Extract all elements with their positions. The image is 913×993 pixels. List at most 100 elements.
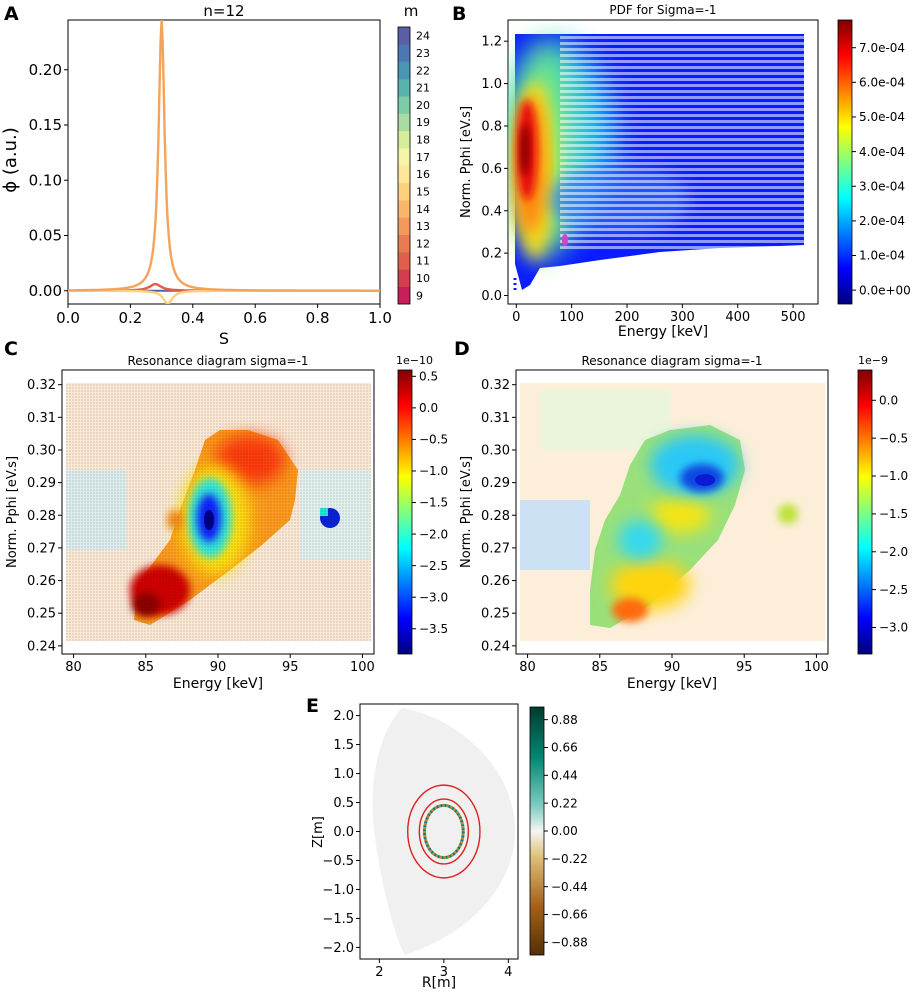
chart-c-xlabel: Energy [keV] xyxy=(173,676,263,692)
chart-b-xtick-label: 100 xyxy=(559,310,584,325)
chart-c-xtick-label: 90 xyxy=(210,660,227,675)
chart-b-ytick-label: 0.4 xyxy=(481,204,502,219)
chart-d-ytick-label: 0.25 xyxy=(481,607,510,622)
chart-c-ytick-label: 0.27 xyxy=(27,541,56,556)
chart-c-ytick-label: 0.26 xyxy=(27,574,56,589)
chart-a-colorbar-segment xyxy=(398,269,410,287)
chart-b-xtick-label: 0 xyxy=(512,310,520,325)
chart-a-colorbar-segment xyxy=(398,165,410,184)
chart-b-darkred-region xyxy=(520,124,530,176)
chart-c-cb-tick-label: −3.0 xyxy=(419,590,448,604)
chart-e-ylabel: Z[m] xyxy=(311,816,326,848)
chart-a-colorbar-tick-label: 13 xyxy=(416,220,430,233)
chart-b-title: PDF for Sigma=-1 xyxy=(609,3,716,17)
chart-c-ytick-label: 0.28 xyxy=(27,509,56,524)
chart-a-ytick-label: 0.00 xyxy=(29,282,62,300)
chart-a-colorbar-segment xyxy=(398,61,410,80)
chart-e-mode-ring-alt xyxy=(422,803,465,860)
chart-d-title: Resonance diagram sigma=-1 xyxy=(581,354,762,368)
chart-b-xtick-label: 200 xyxy=(615,310,640,325)
chart-a-colorbar-tick-label: 23 xyxy=(416,47,430,60)
panel-e: E 2 3 4 −2.0 −1.5 −1.0 −0.5 0.0 0.5 1.0 1.5 2.0 R[… xyxy=(306,695,588,991)
chart-a-colorbar-tick-label: 19 xyxy=(416,116,430,129)
chart-d-right-blob xyxy=(778,504,798,524)
chart-d-xlabel: Energy [keV] xyxy=(627,676,717,692)
chart-a-colorbar-label: m xyxy=(404,2,419,20)
chart-a-xtick-label: 0.6 xyxy=(243,309,267,327)
chart-b-cb-tick-label: 6.0e-04 xyxy=(859,76,905,90)
chart-a-colorbar-tick-label: 15 xyxy=(416,185,430,198)
chart-a-colorbar-segment xyxy=(398,252,410,270)
chart-e-ytick-label: 1.0 xyxy=(333,767,354,782)
panel-label-b: B xyxy=(452,3,466,25)
chart-a-colorbar-tick-label: 14 xyxy=(416,203,430,216)
chart-a-title: n=12 xyxy=(203,2,244,20)
chart-a-colorbar-segment xyxy=(398,96,410,114)
chart-b-xtick-label: 500 xyxy=(781,310,806,325)
chart-d-xtick-label: 95 xyxy=(736,660,753,675)
chart-a-ytick-label: 0.20 xyxy=(29,61,62,79)
chart-b-xtick-label: 400 xyxy=(725,310,750,325)
chart-e-ytick-label: 0.5 xyxy=(333,796,354,811)
chart-e-xtick-label: 2 xyxy=(375,965,383,980)
chart-d-yellow-lower xyxy=(610,560,690,610)
chart-d-cb-tick-label: 0.0 xyxy=(879,393,898,407)
panel-b: B PDF for Sigma=-1 0 100 200 300 400 500 0.0 0… xyxy=(452,3,911,340)
chart-c-xtick-label: 85 xyxy=(138,660,155,675)
chart-d-orange-bottom xyxy=(612,598,648,622)
chart-a-colorbar-tick-label: 12 xyxy=(416,237,430,250)
chart-b-cb-tick-label: 7.0e-04 xyxy=(859,41,905,55)
chart-c-ylabel: Norm. Pphi [eV.s] xyxy=(5,456,20,568)
panel-a: A n=12 0.0 0.2 0.4 0.6 0.8 1.0 0.00 0.05 0.10 0.… xyxy=(0,2,430,348)
chart-a-xtick-label: 0.8 xyxy=(306,309,330,327)
chart-a-colorbar-segment xyxy=(398,182,410,201)
chart-c-ytick-label: 0.32 xyxy=(27,378,56,393)
chart-a-colorbar-tick-label: 22 xyxy=(416,64,430,77)
chart-b-magenta-spot xyxy=(562,234,568,246)
chart-a-colorbar-segment xyxy=(398,286,410,305)
chart-b-ytick-label: 0.6 xyxy=(481,162,502,177)
chart-a-colorbar-segment xyxy=(398,130,410,149)
chart-b-ytick-label: 0.2 xyxy=(481,247,502,262)
chart-c-cb-tick-label: −1.5 xyxy=(419,496,448,510)
chart-a-colorbar-tick-label: 20 xyxy=(416,99,430,112)
chart-d-cb-tick-label: −2.5 xyxy=(879,583,908,597)
panel-label-e: E xyxy=(306,695,319,717)
chart-d-xtick-label: 80 xyxy=(519,660,536,675)
chart-e-xlabel: R[m] xyxy=(422,975,456,991)
chart-a-colorbar-segment xyxy=(398,148,410,166)
chart-b-ylabel: Norm. Pphi [eV.s] xyxy=(459,106,474,218)
chart-a-ylabel: ϕ (a.u.) xyxy=(0,127,21,193)
chart-a-colorbar-segment xyxy=(398,234,410,253)
chart-a-plot-area xyxy=(67,19,381,305)
chart-e-ytick-label: 0.0 xyxy=(333,825,354,840)
chart-c-ytick-label: 0.29 xyxy=(27,476,56,491)
chart-b-ytick-label: 0.8 xyxy=(481,120,502,135)
chart-a-xtick-label: 0.0 xyxy=(56,309,80,327)
chart-a-colorbar-segment xyxy=(398,44,410,62)
chart-d-ytick-label: 0.29 xyxy=(481,476,510,491)
chart-e-colorbar xyxy=(529,706,545,956)
chart-a-colorbar-tick-label: 17 xyxy=(416,151,430,164)
chart-b-xlabel: Energy [keV] xyxy=(618,324,708,340)
chart-d-cb-tick-label: −2.0 xyxy=(879,545,908,559)
chart-e-xtick-label: 4 xyxy=(504,965,512,980)
chart-a-ytick-label: 0.05 xyxy=(29,227,62,245)
chart-d-colorbar xyxy=(857,369,873,655)
chart-e-cb-tick-label: −0.44 xyxy=(551,880,588,894)
chart-a-colorbar-tick-label: 10 xyxy=(416,272,430,285)
chart-d-ytick-label: 0.26 xyxy=(481,574,510,589)
chart-d-colorbar-offset: 1e−9 xyxy=(858,354,888,367)
chart-e-cb-tick-label: 0.22 xyxy=(551,796,578,810)
chart-a-colorbar-segment xyxy=(398,27,410,45)
chart-a-colorbar-tick-label: 21 xyxy=(416,82,430,95)
chart-c-cb-tick-label: 0.0 xyxy=(419,401,438,415)
chart-a-colorbar-tick-label: 18 xyxy=(416,134,430,147)
chart-e-cb-tick-label: −0.22 xyxy=(551,852,588,866)
panel-c: C Resonance diagram sigma=-1 80 85 90 95 100 xyxy=(4,338,448,692)
chart-c-ytick-label: 0.25 xyxy=(27,607,56,622)
chart-d-cb-tick-label: −1.5 xyxy=(879,507,908,521)
chart-a-series-line xyxy=(68,20,380,292)
chart-c-cb-tick-label: 0.5 xyxy=(419,370,438,384)
